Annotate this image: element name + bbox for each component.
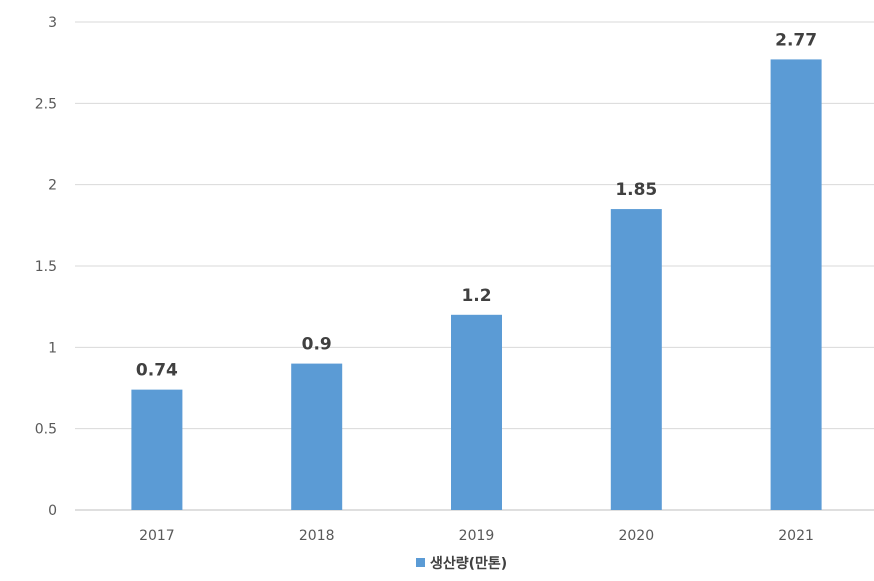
bar [451, 314, 502, 510]
y-tick-label: 2 [48, 178, 57, 194]
legend-label: 생산량(만톤) [430, 555, 507, 572]
bars [131, 59, 822, 511]
data-label: 1.85 [615, 180, 657, 200]
data-label: 0.74 [136, 361, 178, 381]
bar [131, 389, 183, 510]
x-tick-label: 2019 [459, 528, 495, 544]
bar [770, 59, 822, 511]
y-tick-label: 1.5 [35, 259, 57, 275]
y-tick-label: 3 [48, 15, 57, 31]
y-tick-label: 2.5 [35, 96, 57, 112]
bar [610, 209, 662, 511]
y-tick-label: 0.5 [35, 422, 57, 438]
data-labels: 0.74 0.9 1.2 1.85 2.77 [136, 30, 817, 380]
data-label: 1.2 [461, 286, 491, 306]
x-tick-label: 2018 [299, 528, 335, 544]
x-tick-label: 2021 [778, 528, 814, 544]
y-axis-ticks: 0 0.5 1 1.5 2 2.5 3 [35, 15, 57, 519]
y-tick-label: 1 [48, 340, 57, 356]
bar [291, 363, 343, 510]
x-axis-ticks: 2017 2018 2019 2020 2021 [139, 528, 814, 544]
legend: 생산량(만톤) [416, 555, 507, 572]
data-label: 0.9 [302, 335, 332, 355]
legend-swatch [416, 558, 425, 567]
y-tick-label: 0 [48, 503, 57, 519]
x-tick-label: 2020 [618, 528, 654, 544]
x-tick-label: 2017 [139, 528, 175, 544]
data-label: 2.77 [775, 30, 817, 50]
